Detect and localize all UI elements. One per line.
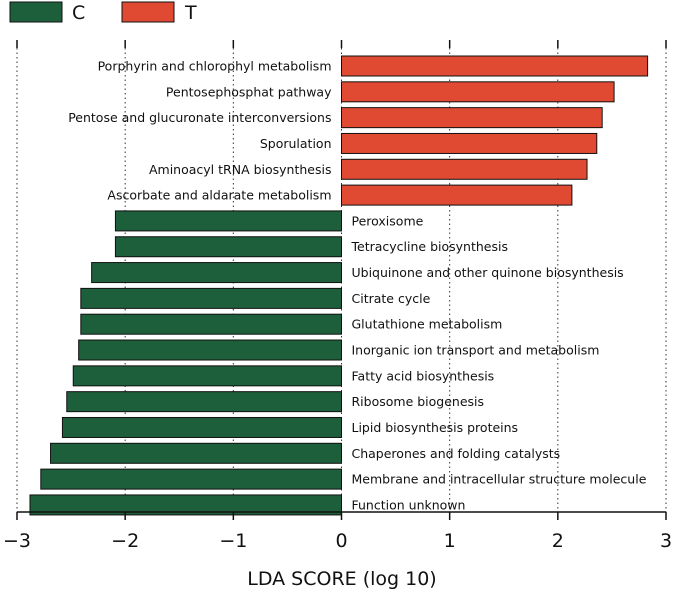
labels-layer: Porphyrin and chlorophyl metabolism Pento… — [68, 59, 646, 513]
bar-label: Citrate cycle — [352, 291, 431, 306]
bar-label: Sporulation — [260, 136, 332, 151]
legend-swatch-c — [9, 1, 63, 23]
legend-label-c: C — [72, 2, 85, 24]
bar-label: Membrane and intracellular structure mol… — [352, 472, 647, 487]
bar — [72, 365, 342, 387]
bar-label: Glutathione metabolism — [352, 317, 503, 332]
bar — [40, 468, 343, 490]
x-axis: −3 −2 −1 0 1 2 3 — [3, 511, 672, 552]
bar-label: Ubiquinone and other quinone biosynthesi… — [352, 265, 624, 280]
bar-label: Fatty acid biosynthesis — [352, 368, 495, 383]
bar-label: Pentose and glucuronate interconversions — [68, 110, 331, 125]
bar — [80, 287, 343, 309]
bar-label: Porphyrin and chlorophyl metabolism — [98, 59, 332, 74]
bar — [341, 184, 573, 206]
bars-layer — [29, 55, 649, 516]
bar — [341, 158, 588, 180]
bar — [61, 416, 343, 438]
x-tick-label: 1 — [444, 530, 456, 552]
bar-label: Chaperones and folding catalysts — [352, 446, 561, 461]
x-axis-label: LDA SCORE (log 10) — [247, 568, 436, 590]
x-tick-label: 3 — [660, 530, 672, 552]
bar-label: Peroxisome — [352, 213, 424, 228]
bar — [341, 81, 615, 103]
legend: C T — [9, 1, 197, 24]
bar — [50, 442, 342, 464]
bar — [114, 210, 342, 232]
x-tick-label: 0 — [335, 530, 347, 552]
legend-swatch-t — [121, 1, 175, 23]
bar — [341, 55, 649, 77]
bar — [66, 391, 343, 413]
bar-label: Inorganic ion transport and metabolism — [352, 343, 600, 358]
bar — [78, 339, 342, 361]
bar-label: Aminoacyl tRNA biosynthesis — [149, 162, 332, 177]
legend-label-t: T — [184, 2, 197, 24]
bar-label: Ascorbate and aldarate metabolism — [107, 188, 331, 203]
bar — [29, 494, 342, 516]
bar — [341, 107, 603, 129]
x-tick-label: −3 — [3, 530, 31, 552]
bar — [114, 236, 342, 258]
bar-label: Lipid biosynthesis proteins — [352, 420, 519, 435]
bar-label: Ribosome biogenesis — [352, 394, 485, 409]
bar-label: Tetracycline biosynthesis — [351, 239, 508, 254]
x-tick-label: 2 — [552, 530, 564, 552]
bar-label: Pentosephosphat pathway — [166, 84, 332, 99]
bar — [91, 262, 343, 284]
bar — [80, 313, 343, 335]
bar-label: Function unknown — [352, 497, 466, 512]
bar — [341, 132, 598, 154]
x-tick-label: −2 — [111, 530, 139, 552]
x-tick-label: −1 — [219, 530, 247, 552]
